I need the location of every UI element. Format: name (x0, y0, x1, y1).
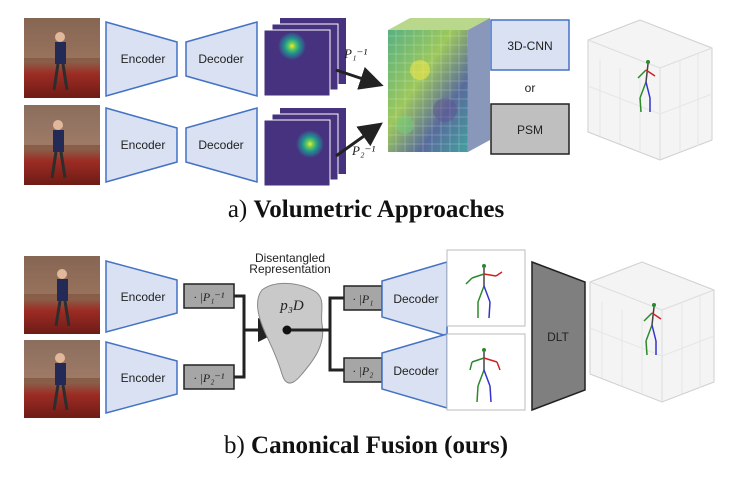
projection-label-1: P₁⁻¹ (343, 46, 367, 61)
heatmap-stack-1 (263, 18, 346, 97)
cnn-box: 3D-CNN (490, 19, 570, 71)
camera-photo-4 (24, 340, 100, 418)
psm-label: PSM (517, 123, 543, 137)
fusion-line-2 (234, 330, 246, 379)
decoder-a1: Decoder (185, 21, 258, 97)
forward-proj-op-2-label: · |P₂ (353, 364, 374, 378)
inverse-proj-op-2: · |P₂⁻¹ (183, 364, 235, 390)
decoder-a2-label: Decoder (198, 138, 243, 152)
caption-canonical-prefix: b) (223, 432, 252, 459)
latent-manifold: p₃D (257, 283, 324, 384)
disentangled-label-line2: Representation (249, 262, 330, 276)
p3d-label: p₃D (279, 298, 304, 314)
camera-photo-1 (24, 18, 100, 98)
dlt-label: DLT (547, 330, 569, 344)
camera-photo-3 (24, 256, 100, 334)
or-label: or (525, 81, 536, 95)
caption-canonical: b) Canonical Fusion (ours) (0, 432, 732, 460)
projection-arrow-1 (335, 66, 384, 90)
pose-2d-panel-1 (446, 249, 526, 327)
pose-3d-plot-b (589, 261, 715, 403)
encoder-b1-label: Encoder (121, 290, 166, 304)
decoder-b1: Decoder (381, 260, 448, 338)
caption-canonical-title: Canonical Fusion (ours) (251, 432, 509, 459)
encoder-b2-label: Encoder (121, 371, 166, 385)
volumetric-row: Encoder Decoder Encoder Decoder (24, 18, 713, 187)
canonical-row: Encoder Encoder · |P₁⁻¹ · |P₂⁻¹ Disentan… (24, 249, 715, 418)
decoder-b1-label: Decoder (393, 292, 438, 306)
split-line-down (328, 330, 344, 372)
caption-volumetric-prefix: a) (227, 196, 254, 223)
projection-label-2: P₂⁻¹ (351, 143, 375, 158)
decoder-a1-label: Decoder (198, 52, 243, 66)
encoder-b1: Encoder (105, 260, 178, 333)
encoder-a1: Encoder (105, 21, 178, 97)
encoder-a1-label: Encoder (121, 52, 166, 66)
feature-volume-cube (388, 18, 490, 152)
split-line-up (328, 296, 344, 330)
cnn-label: 3D-CNN (507, 39, 552, 53)
forward-proj-op-1-label: · |P₁ (353, 292, 374, 306)
projection-arrow-2 (335, 122, 383, 158)
encoder-a2-label: Encoder (121, 138, 166, 152)
inverse-proj-op-1: · |P₁⁻¹ (183, 283, 235, 309)
disentangled-label-line1: Disentangled (255, 251, 325, 265)
encoder-b2: Encoder (105, 341, 178, 414)
pose-2d-panel-2 (446, 333, 526, 411)
encoder-a2: Encoder (105, 107, 178, 183)
forward-proj-op-2: · |P₂ (343, 357, 383, 383)
decoder-b2: Decoder (381, 332, 448, 410)
inverse-proj-op-1-label: · |P₁⁻¹ (194, 290, 225, 304)
dlt-block: DLT (531, 260, 586, 412)
psm-box: PSM (490, 103, 570, 155)
pose-3d-plot-a (587, 19, 713, 161)
heatmap-stack-2 (263, 108, 346, 187)
camera-photo-2 (24, 105, 100, 185)
decoder-a2: Decoder (185, 107, 258, 183)
inverse-proj-op-2-label: · |P₂⁻¹ (194, 371, 225, 385)
caption-volumetric: a) Volumetric Approaches (0, 196, 732, 224)
decoder-b2-label: Decoder (393, 364, 438, 378)
forward-proj-op-1: · |P₁ (343, 285, 383, 311)
caption-volumetric-title: Volumetric Approaches (253, 196, 505, 223)
